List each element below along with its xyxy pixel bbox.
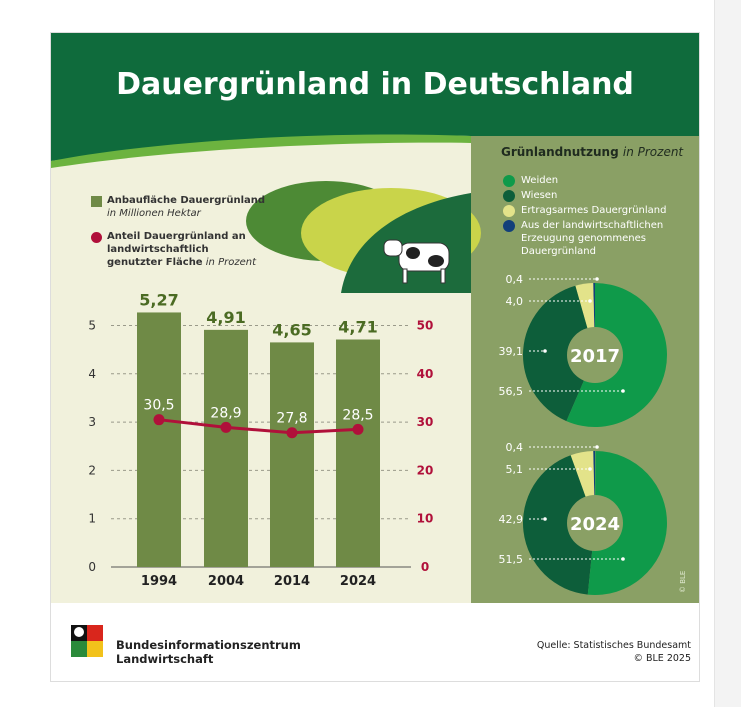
y-right-tick: 20: [417, 463, 434, 477]
pie-leader-dot: [588, 299, 592, 303]
line-point: [352, 423, 364, 435]
pie-value-label: 42,9: [499, 513, 524, 526]
bar-value-label: 5,27: [139, 290, 178, 309]
source: Quelle: Statistisches Bundesamt: [536, 640, 691, 651]
y-left-tick: 0: [88, 560, 96, 574]
pie-center: [567, 495, 623, 551]
landscape-illustration: [246, 181, 481, 293]
pie-leader-dot: [595, 277, 599, 281]
pie-value-label: 5,1: [506, 463, 524, 476]
x-tick-label: 2014: [274, 574, 310, 589]
line-legend-swatch: [91, 232, 102, 243]
infographic: 0 0 1 10 2 20 3 30 4 40 5 50 5,27 1994 4,91 2004 4,65 201…: [50, 32, 700, 682]
cow-icon: [383, 239, 450, 284]
bar-value-label: 4,71: [338, 318, 377, 337]
y-left-tick: 3: [88, 415, 96, 429]
pie-leader-dot: [588, 467, 592, 471]
line-point: [153, 414, 165, 426]
line-series: [158, 418, 359, 435]
y-right-tick: 40: [417, 367, 434, 381]
pie-leader-dot: [543, 517, 547, 521]
pie-leader-dot: [621, 389, 625, 393]
line-point: [286, 427, 298, 439]
pie-value-label: 0,4: [506, 441, 524, 454]
pie-value-label: 4,0: [506, 295, 524, 308]
legend-aus: Aus der landwirtschaftlichen Erzeugung g…: [521, 220, 664, 257]
line-value-label: 28,9: [210, 405, 241, 421]
pie-charts: 2017 0,4 4,0 39,1 56,5 2024 0,4 5,1 42,9 51,5: [499, 273, 667, 595]
pie-value-label: 56,5: [499, 385, 524, 398]
pie-slice-weiden: [587, 451, 667, 595]
pie-value-label: 51,5: [499, 553, 524, 566]
credit: © BLE: [679, 571, 687, 593]
scrollbar[interactable]: [714, 0, 741, 707]
bar-legend-unit: in Millionen Hektar: [107, 208, 201, 219]
y-left-tick: 1: [88, 512, 96, 526]
x-tick-label: 1994: [141, 574, 177, 589]
bzl-logo-icon: [71, 625, 103, 657]
background: 0 0 1 10 2 20 3 30 4 40 5 50 5,27 1994 4,91 2004 4,65 201…: [51, 33, 699, 657]
line-point: [220, 421, 232, 433]
line-legend-label: Anteil Dauergrünland an landwirtschaftli…: [107, 231, 246, 268]
bar: [204, 329, 248, 567]
line-value-label: 28,5: [342, 407, 373, 423]
bar-legend-label: Anbaufläche Dauergrünland: [107, 195, 266, 206]
legend-ertrag: Ertragsarmes Dauergrünland: [521, 205, 667, 216]
x-tick-label: 2004: [208, 574, 244, 589]
org-name-line1: Bundesinformationszentrum: [116, 638, 301, 652]
pie-leader-dot: [543, 349, 547, 353]
bar: [137, 312, 181, 567]
legend-weiden: Weiden: [521, 175, 559, 186]
line-value-label: 30,5: [143, 398, 174, 414]
bar-legend-swatch: [91, 196, 102, 207]
y-right-tick: 10: [417, 512, 434, 526]
y-right-tick: 0: [421, 560, 429, 574]
pie-value-label: 0,4: [506, 273, 524, 286]
legend-wiesen: Wiesen: [521, 190, 558, 201]
pie-center: [567, 327, 623, 383]
wiesen-swatch: [503, 190, 515, 202]
pie-slice-wiesen: [523, 285, 595, 422]
y-right-tick: 50: [417, 319, 434, 333]
y-left-tick: 4: [88, 367, 96, 381]
y-left-tick: 2: [88, 463, 96, 477]
copyright: © BLE 2025: [633, 653, 691, 664]
weiden-swatch: [503, 175, 515, 187]
aus-swatch: [503, 220, 515, 232]
bar: [270, 342, 314, 567]
line-value-label: 27,8: [276, 411, 307, 427]
line-legend-unit: in Prozent: [205, 257, 256, 268]
bar-value-label: 4,91: [206, 308, 245, 327]
org-name-line2: Landwirtschaft: [116, 652, 214, 666]
bar: [336, 339, 380, 567]
pie-year: 2017: [570, 346, 620, 367]
pie-leader-dot: [621, 557, 625, 561]
pie-leader-dot: [595, 445, 599, 449]
pie-value-label: 39,1: [499, 345, 524, 358]
bar-value-label: 4,65: [272, 320, 311, 339]
ertrag-swatch: [503, 205, 515, 217]
bar-line-chart: 0 0 1 10 2 20 3 30 4 40 5 50 5,27 1994 4,91 2004 4,65 201…: [88, 290, 433, 589]
x-tick-label: 2024: [340, 574, 376, 589]
y-left-tick: 5: [88, 319, 96, 333]
pie-slice-wiesen: [523, 455, 595, 595]
page-title: Dauergrünland in Deutschland: [116, 67, 634, 102]
pie-title-unit: in Prozent: [622, 145, 684, 159]
pie-title: Grünlandnutzung: [501, 145, 619, 159]
pie-year: 2024: [570, 514, 620, 535]
y-right-tick: 30: [417, 415, 434, 429]
